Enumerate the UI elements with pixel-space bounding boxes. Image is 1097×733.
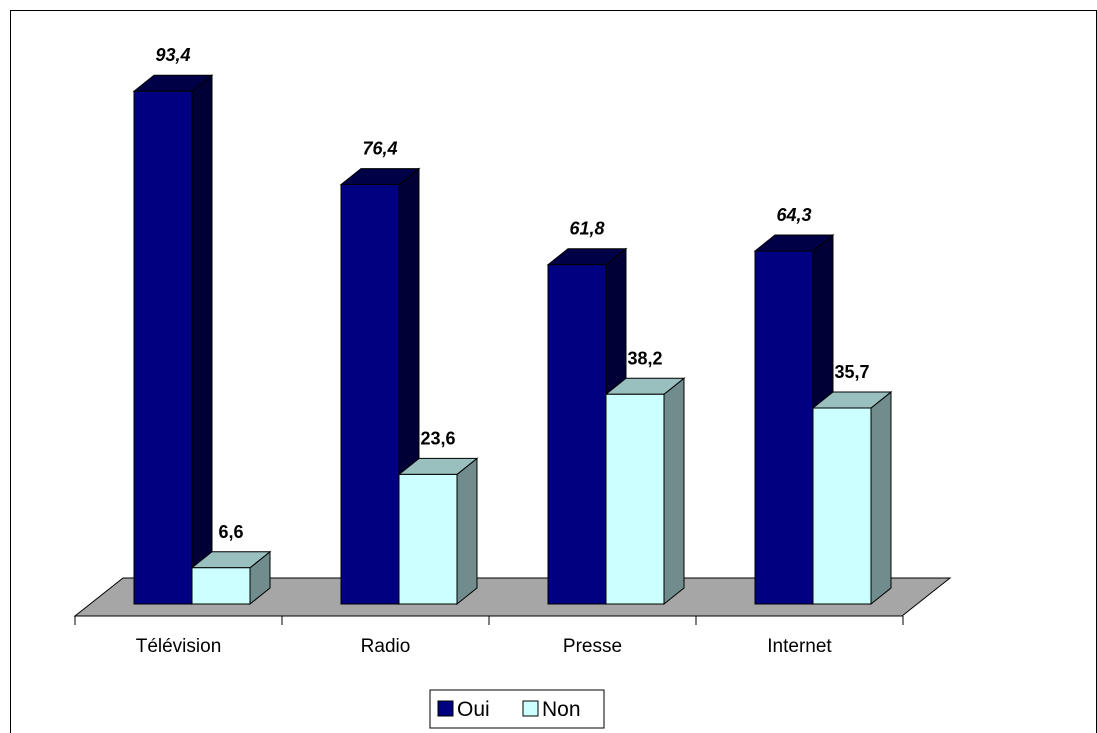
legend: Oui Non: [429, 689, 605, 729]
bar-non-4: [811, 390, 893, 606]
bar-front-face: [398, 473, 458, 605]
bar-front-face: [133, 90, 193, 605]
data-label-non-3: 38,2: [627, 348, 662, 368]
category-label-4: Internet: [767, 636, 832, 657]
legend-label-non: Non: [542, 698, 581, 721]
bar-front-face: [754, 250, 814, 605]
bar-side-face: [663, 377, 685, 606]
bar-non-3: [604, 377, 686, 606]
legend-label-oui: Oui: [457, 698, 490, 721]
bar-oui-1: [132, 74, 214, 606]
bar-front-face: [605, 393, 665, 605]
bar-side-face: [456, 457, 478, 606]
data-label-oui-1: 93,4: [155, 45, 190, 65]
bar-front-face: [547, 264, 607, 605]
data-label-oui-4: 64,3: [776, 205, 811, 225]
category-label-2: Radio: [361, 636, 411, 657]
legend-swatch-non: [522, 700, 539, 717]
bar-front-face: [812, 407, 872, 605]
category-label-3: Presse: [563, 636, 622, 657]
data-label-oui-2: 76,4: [362, 139, 397, 159]
data-label-non-4: 35,7: [834, 362, 869, 382]
bar-non-1: [190, 550, 272, 606]
data-label-oui-3: 61,8: [569, 219, 604, 239]
category-label-1: Télévision: [136, 636, 222, 657]
data-label-non-2: 23,6: [420, 428, 455, 448]
bar-side-face: [870, 390, 892, 606]
legend-box: [429, 689, 605, 729]
legend-swatch-oui: [437, 700, 454, 717]
bar-non-2: [397, 457, 479, 606]
data-label-non-1: 6,6: [218, 522, 243, 542]
bar-front-face: [191, 567, 251, 605]
bar-side-face: [191, 74, 213, 606]
bar-front-face: [340, 184, 400, 605]
